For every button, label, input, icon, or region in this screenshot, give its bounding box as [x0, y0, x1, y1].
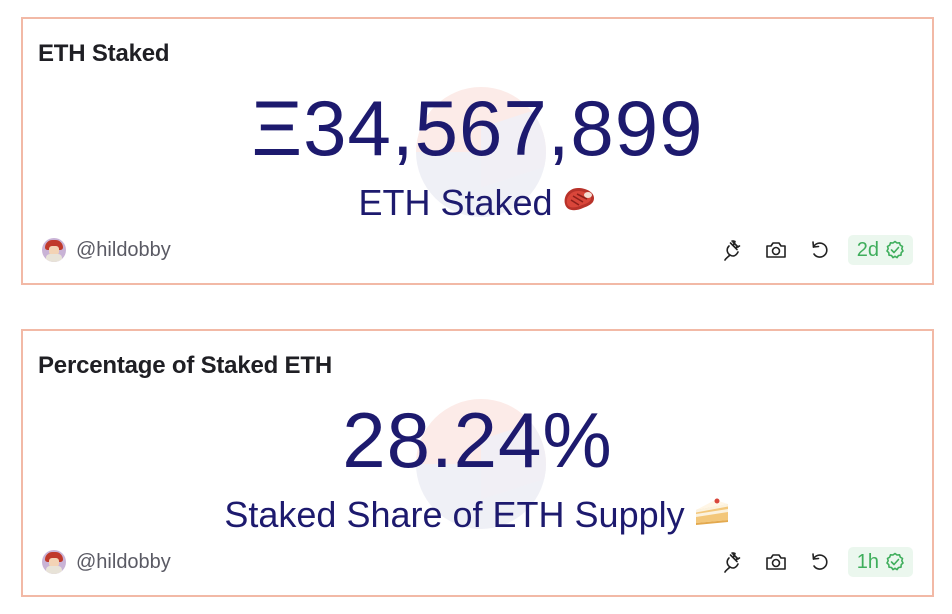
freshness-badge[interactable]: 1h	[847, 547, 913, 577]
refresh-icon[interactable]	[809, 551, 831, 573]
freshness-text: 2d	[856, 238, 879, 261]
steak-emoji	[561, 184, 597, 220]
card-title: ETH Staked	[38, 40, 170, 67]
camera-icon[interactable]	[765, 551, 787, 573]
check-circle-icon	[885, 552, 905, 572]
dune-watermark-logo	[416, 87, 546, 217]
camera-icon[interactable]	[765, 239, 787, 261]
card-title: Percentage of Staked ETH	[38, 352, 332, 379]
check-circle-icon	[885, 240, 905, 260]
plug-icon[interactable]	[721, 239, 743, 261]
counter-label-text: Staked Share of ETH Supply	[224, 494, 685, 535]
counter-label-text: ETH Staked	[358, 182, 553, 223]
counter-value: 28.24%	[342, 396, 613, 484]
avatar[interactable]	[42, 550, 66, 574]
card-actions: 2d	[699, 235, 913, 265]
dune-watermark-logo	[416, 399, 546, 529]
counter-card-eth-staked: ETH Staked Ξ34,567,899 ETH Staked @hildo…	[21, 17, 934, 285]
plug-icon[interactable]	[721, 551, 743, 573]
refresh-icon[interactable]	[809, 239, 831, 261]
author-name[interactable]: @hildobby	[76, 550, 171, 573]
cake-emoji	[693, 496, 731, 532]
counter-value: Ξ34,567,899	[251, 84, 704, 172]
card-actions: 1h	[699, 547, 913, 577]
counter-label: ETH Staked	[23, 185, 932, 223]
freshness-badge[interactable]: 2d	[847, 235, 913, 265]
author-name[interactable]: @hildobby	[76, 238, 171, 261]
avatar[interactable]	[42, 238, 66, 262]
author[interactable]: @hildobby	[42, 238, 171, 262]
counter-card-staked-share: Percentage of Staked ETH 28.24% Staked S…	[21, 329, 934, 597]
author[interactable]: @hildobby	[42, 550, 171, 574]
freshness-text: 1h	[856, 550, 879, 573]
counter-label: Staked Share of ETH Supply	[23, 497, 932, 535]
